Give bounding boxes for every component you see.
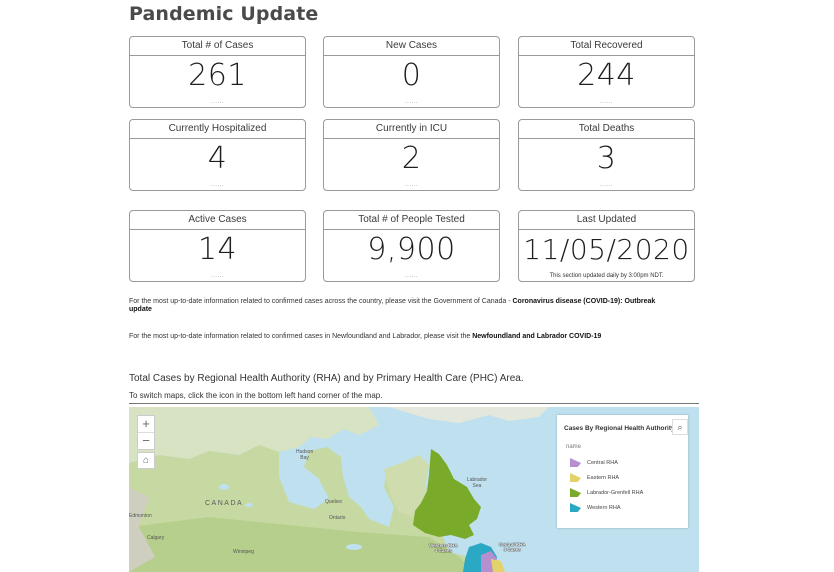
card-label: Currently Hospitalized: [130, 120, 305, 139]
card-dots: ......: [404, 273, 418, 279]
card-value: 14: [197, 232, 238, 267]
map-label-western-rha: Western RHA 4 Cases: [429, 543, 458, 553]
legend-item-label: Labrador-Grenfell RHA: [587, 490, 644, 496]
nl-covid-link[interactable]: Newfoundland and Labrador COVID-19: [472, 333, 602, 340]
search-icon[interactable]: ⌕: [672, 419, 688, 435]
canada-outbreak-link[interactable]: Coronavirus disease (COVID-19): Outbreak…: [129, 298, 656, 313]
map-label-canada: CANADA: [205, 500, 244, 507]
nl-info-text: For the most up-to-date information rela…: [129, 333, 473, 340]
card-dots: ......: [404, 182, 418, 188]
zoom-control: + −: [137, 415, 155, 450]
home-icon[interactable]: ⌂: [137, 452, 155, 469]
card-label: Total # of People Tested: [324, 211, 499, 230]
legend-swatch: [570, 503, 581, 513]
card-dots: ......: [210, 273, 224, 279]
map-label-hudson-bay: Hudson Bay: [296, 449, 314, 461]
icu-card: Currently in ICU 2 ......: [323, 119, 500, 191]
nl-info-paragraph: For the most up-to-date information rela…: [129, 333, 674, 341]
card-label: Total Deaths: [519, 120, 694, 139]
map-section-subtitle: To switch maps, click the icon in the bo…: [129, 391, 383, 400]
map-label-labrador-sea: Labrador Sea: [467, 477, 488, 489]
map-label-winnipeg: Winnipeg: [233, 549, 254, 555]
card-label: New Cases: [324, 37, 499, 56]
canada-info-paragraph: For the most up-to-date information rela…: [129, 298, 674, 314]
card-label: Total Recovered: [519, 37, 694, 56]
total-cases-card: Total # of Cases 261 ......: [129, 36, 306, 108]
legend-item-western: Western RHA: [570, 502, 621, 514]
map-label-ontario: Ontario: [329, 515, 346, 521]
map-label-edmonton: Edmonton: [129, 513, 152, 519]
hospitalized-card: Currently Hospitalized 4 ......: [129, 119, 306, 191]
legend-swatch: [570, 473, 581, 483]
legend-item-central: Central RHA: [570, 457, 618, 469]
zoom-in-button[interactable]: +: [142, 416, 150, 431]
zoom-out-button[interactable]: −: [138, 432, 154, 449]
legend-swatch: [570, 488, 581, 498]
card-dots: ......: [404, 99, 418, 105]
card-label: Last Updated: [519, 211, 694, 230]
last-updated-card: Last Updated 11/05/2020 This section upd…: [518, 210, 695, 282]
map-label-central-rha: Central RHA 3 Cases: [499, 542, 526, 552]
page-title: Pandemic Update: [129, 3, 319, 25]
divider: [129, 403, 699, 404]
card-value: 9,900: [367, 232, 456, 267]
card-dots: ......: [210, 99, 224, 105]
people-tested-card: Total # of People Tested 9,900 ......: [323, 210, 500, 282]
card-dots: ......: [599, 99, 613, 105]
legend-item-label: Western RHA: [587, 505, 621, 511]
rha-map[interactable]: + − ⌂ Hudson Bay Labrador Sea CANADA Edm…: [129, 407, 699, 572]
card-value: 244: [577, 58, 636, 93]
total-recovered-card: Total Recovered 244 ......: [518, 36, 695, 108]
map-section-title: Total Cases by Regional Health Authority…: [129, 373, 524, 384]
card-value: 261: [188, 58, 247, 93]
new-cases-card: New Cases 0 ......: [323, 36, 500, 108]
legend-field-name: name: [566, 444, 582, 450]
map-label-calgary: Calgary: [147, 535, 165, 541]
map-basemap: [129, 407, 549, 572]
card-value: 4: [207, 141, 228, 176]
legend-item-labrador-grenfell: Labrador-Grenfell RHA: [570, 487, 643, 499]
legend-item-label: Central RHA: [587, 460, 618, 466]
legend-item-label: Eastern RHA: [587, 475, 620, 481]
map-label-quebec: Quebec: [325, 499, 343, 505]
card-value: 2: [401, 141, 422, 176]
deaths-card: Total Deaths 3 ......: [518, 119, 695, 191]
legend-swatch: [570, 458, 581, 468]
card-value: 3: [596, 141, 617, 176]
canada-info-text: For the most up-to-date information rela…: [129, 298, 513, 305]
update-note: This section updated daily by 3:00pm NDT…: [549, 273, 664, 279]
card-dots: ......: [210, 182, 224, 188]
card-value: 11/05/2020: [523, 233, 690, 266]
legend-item-eastern: Eastern RHA: [570, 472, 619, 484]
card-label: Active Cases: [130, 211, 305, 230]
map-legend: Cases By Regional Health Authority ⌕ nam…: [557, 415, 688, 528]
legend-title: Cases By Regional Health Authority: [564, 425, 675, 432]
active-cases-card: Active Cases 14 ......: [129, 210, 306, 282]
card-label: Total # of Cases: [130, 37, 305, 56]
card-label: Currently in ICU: [324, 120, 499, 139]
card-value: 0: [401, 58, 422, 93]
card-dots: ......: [599, 182, 613, 188]
